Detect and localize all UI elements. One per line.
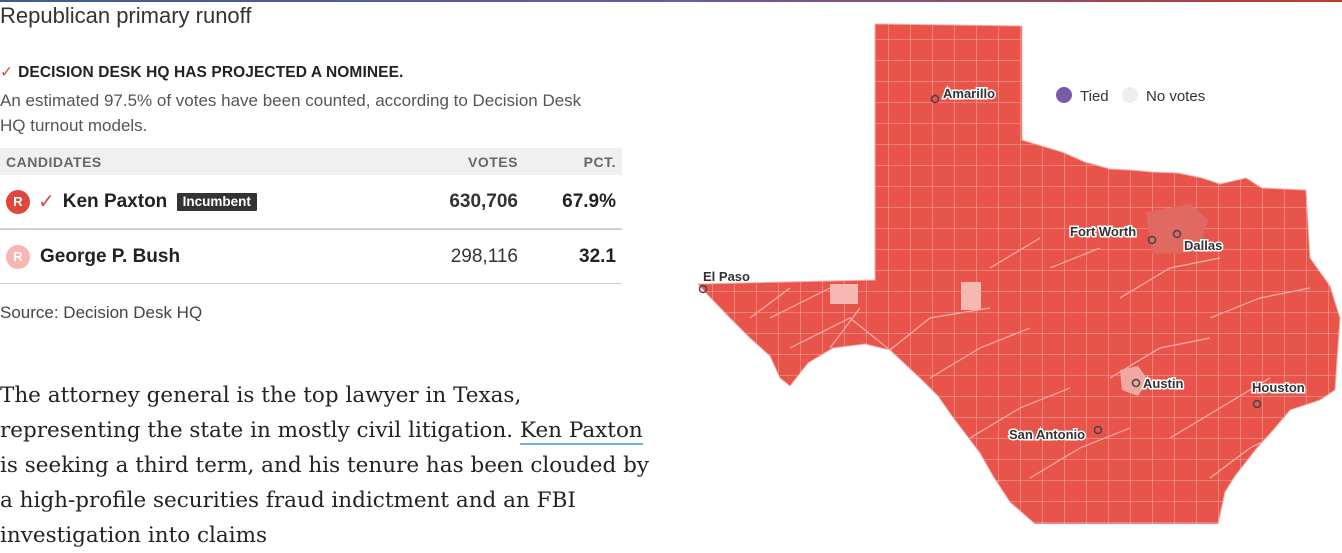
ken-paxton-link[interactable]: Ken Paxton — [519, 418, 643, 445]
city-label-dallas: Dallas — [1184, 238, 1222, 253]
candidates-header: CANDIDATES — [0, 148, 352, 175]
city-label-fort-worth: Fort Worth — [1070, 224, 1136, 239]
map-svg: Amarillo El Paso Fort Worth Dallas Austi… — [697, 23, 1341, 525]
austin-marker — [1131, 378, 1141, 388]
city-label-san-antonio: San Antonio — [1009, 427, 1085, 442]
county-narrow-lead-travis — [1120, 366, 1148, 396]
tied-swatch-icon — [1056, 87, 1072, 103]
top-accent-bar — [0, 0, 1342, 2]
article-text-end: is seeking a third term, and his tenure … — [0, 453, 650, 548]
race-title: Republican primary runoff — [0, 3, 252, 28]
texas-county-map: Amarillo El Paso Fort Worth Dallas Austi… — [690, 18, 1342, 525]
party-badge-republican: R — [6, 189, 30, 214]
legend-item-no-votes: No votes — [1122, 87, 1205, 105]
votes-header: VOTES — [352, 148, 524, 175]
projection-notice: ✓ DECISION DESK HQ HAS PROJECTED A NOMINE… — [0, 63, 403, 82]
article-text-start: The attorney general is the top lawyer i… — [0, 383, 522, 443]
candidate-cell: R ✓ Ken Paxton Incumbent — [0, 175, 352, 230]
table-row: R ✓ Ken Paxton Incumbent 630,706 67.9% — [0, 175, 622, 230]
county-grid — [698, 24, 1340, 524]
source-note: Source: Decision Desk HQ — [0, 303, 203, 322]
article-paragraph: The attorney general is the top lawyer i… — [0, 378, 660, 553]
candidate-pct: 32.1 — [524, 229, 622, 284]
el-paso-marker — [698, 284, 708, 294]
candidate-name: George P. Bush — [40, 245, 181, 267]
pct-header: PCT. — [524, 148, 622, 175]
table-row: R George P. Bush 298,116 32.1 — [0, 229, 622, 284]
candidate-votes: 630,706 — [352, 175, 524, 230]
city-label-amarillo: Amarillo — [943, 86, 995, 101]
city-label-el-paso: El Paso — [703, 269, 750, 284]
candidate-pct: 67.9% — [524, 175, 622, 230]
county-narrow-lead — [830, 284, 858, 304]
dfw-counties — [1146, 204, 1208, 254]
city-label-austin: Austin — [1143, 376, 1184, 391]
checkmark-icon: ✓ — [0, 64, 14, 81]
county-narrow-lead — [961, 282, 981, 310]
candidate-cell: R George P. Bush — [0, 229, 352, 284]
results-table: CANDIDATES VOTES PCT. R ✓ Ken Paxton Incum… — [0, 148, 622, 284]
incumbent-badge: Incumbent — [176, 192, 257, 211]
votes-counted-note: An estimated 97.5% of votes have been co… — [0, 91, 582, 135]
san-antonio-marker — [1093, 425, 1103, 435]
legend-label: No votes — [1146, 88, 1206, 105]
legend-item-tied: Tied — [1056, 87, 1109, 105]
no-votes-swatch-icon — [1122, 87, 1138, 103]
amarillo-marker — [930, 94, 940, 104]
party-badge-republican: R — [6, 244, 30, 269]
candidate-name: Ken Paxton — [62, 190, 168, 212]
table-header-row: CANDIDATES VOTES PCT. — [0, 148, 622, 175]
city-label-houston: Houston — [1252, 380, 1305, 395]
houston-marker — [1252, 399, 1262, 409]
winner-check-icon: ✓ — [38, 191, 55, 213]
dallas-marker — [1172, 229, 1182, 239]
legend-label: Tied — [1080, 88, 1109, 105]
fort-worth-marker — [1147, 235, 1157, 245]
projection-text: DECISION DESK HQ HAS PROJECTED A NOMINEE… — [18, 64, 404, 81]
candidate-votes: 298,116 — [352, 229, 524, 284]
